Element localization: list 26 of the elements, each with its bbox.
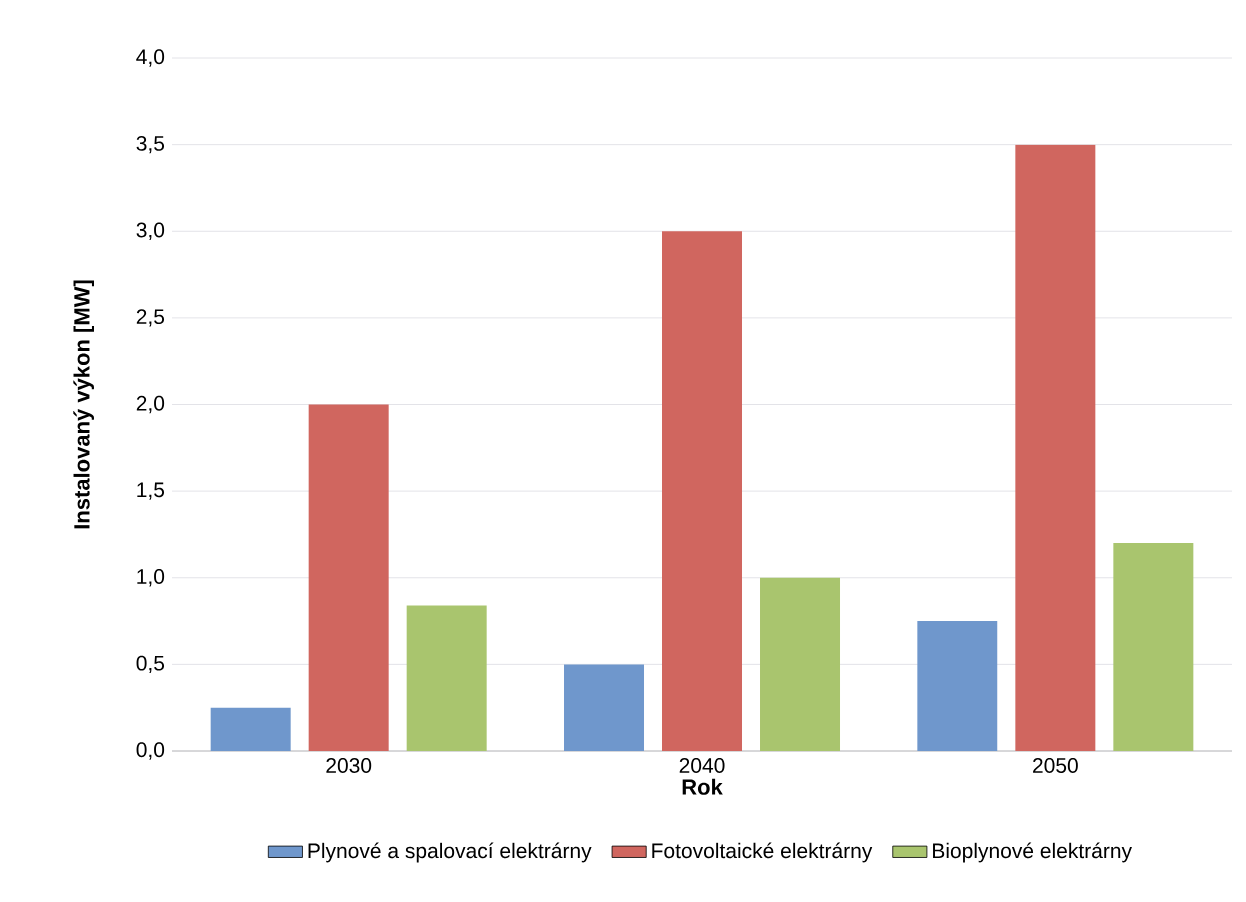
y-tick-label: 2,0 <box>136 395 165 414</box>
x-axis-title: Rok <box>682 778 723 795</box>
bar <box>564 664 645 751</box>
y-tick-label: 4,0 <box>136 49 165 67</box>
legend-label: Bioplynové elektrárny <box>933 842 1132 863</box>
y-tick-label: 1,5 <box>137 482 165 500</box>
bar <box>760 577 841 751</box>
x-tick-label: 2030 <box>326 758 372 773</box>
bar <box>1113 543 1194 751</box>
y-tick-label: 3,5 <box>136 135 165 154</box>
y-tick-label: 1,0 <box>137 569 165 587</box>
bar <box>210 707 291 751</box>
bar <box>662 231 743 751</box>
y-tick-label: 2,5 <box>136 309 165 327</box>
bar <box>1015 144 1096 751</box>
x-tick-label: 2040 <box>679 758 725 773</box>
y-tick-label: 3,0 <box>136 222 165 240</box>
x-tick-label: 2050 <box>1033 758 1078 773</box>
y-axis-title: Instalovaný výkon [MW] <box>73 280 94 529</box>
legend-label: Plynové a spalovací elektrárny <box>308 842 592 863</box>
bar <box>308 404 389 751</box>
y-tick-label: 0,0 <box>136 742 165 760</box>
legend-label: Fotovoltaické elektrárny <box>652 842 873 863</box>
bar <box>917 621 998 751</box>
y-tick-label: 0,5 <box>136 655 165 674</box>
bar <box>406 605 487 751</box>
